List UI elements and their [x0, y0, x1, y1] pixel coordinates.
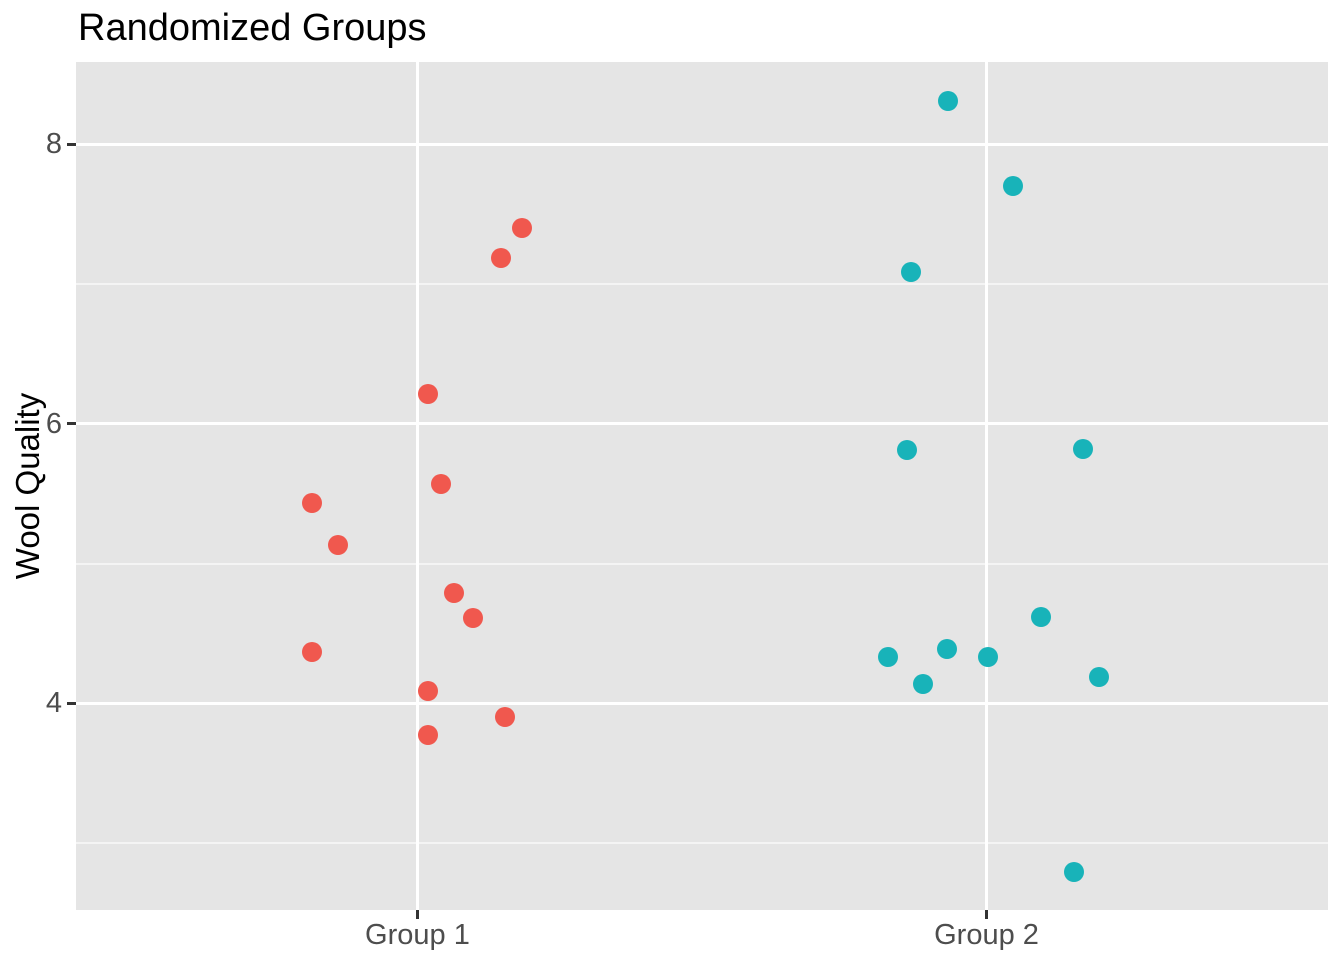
y-minor-gridline [76, 841, 1328, 844]
data-point-group-1 [301, 493, 322, 514]
data-point-group-2 [877, 647, 898, 668]
data-point-group-2 [937, 91, 958, 112]
y-minor-gridline [76, 283, 1328, 286]
y-tick-label: 4 [45, 687, 62, 720]
y-tick-mark [67, 142, 76, 146]
data-point-group-1 [495, 707, 516, 728]
data-point-group-2 [1063, 862, 1084, 883]
y-tick-mark [67, 422, 76, 426]
plot-title: Randomized Groups [78, 7, 427, 49]
x-major-gridline [415, 62, 419, 910]
data-point-group-2 [1073, 438, 1094, 459]
x-tick-label: Group 1 [365, 919, 470, 951]
y-major-gridline [76, 701, 1328, 705]
data-point-group-1 [327, 535, 348, 556]
data-point-group-2 [897, 440, 918, 461]
data-point-group-1 [301, 641, 322, 662]
y-major-gridline [76, 422, 1328, 426]
data-point-group-2 [1089, 666, 1110, 687]
data-point-group-2 [936, 638, 957, 659]
data-point-group-1 [417, 680, 438, 701]
data-point-group-2 [977, 647, 998, 668]
x-major-gridline [985, 62, 989, 910]
data-point-group-1 [463, 608, 484, 629]
y-tick-mark [67, 701, 76, 705]
data-point-group-1 [417, 725, 438, 746]
data-point-group-2 [1003, 176, 1024, 197]
data-point-group-1 [431, 473, 452, 494]
y-tick-label: 6 [45, 407, 62, 440]
data-point-group-2 [912, 673, 933, 694]
y-minor-gridline [76, 562, 1328, 565]
data-point-group-1 [417, 384, 438, 405]
data-point-group-1 [512, 218, 533, 239]
x-tick-mark [415, 910, 419, 919]
y-major-gridline [76, 142, 1328, 146]
data-point-group-2 [901, 261, 922, 282]
data-point-group-1 [444, 582, 465, 603]
y-tick-label: 8 [45, 128, 62, 161]
data-point-group-1 [490, 247, 511, 268]
data-point-group-2 [1030, 606, 1051, 627]
plot-panel [76, 62, 1328, 910]
x-tick-label: Group 2 [934, 919, 1039, 951]
x-tick-mark [985, 910, 989, 919]
